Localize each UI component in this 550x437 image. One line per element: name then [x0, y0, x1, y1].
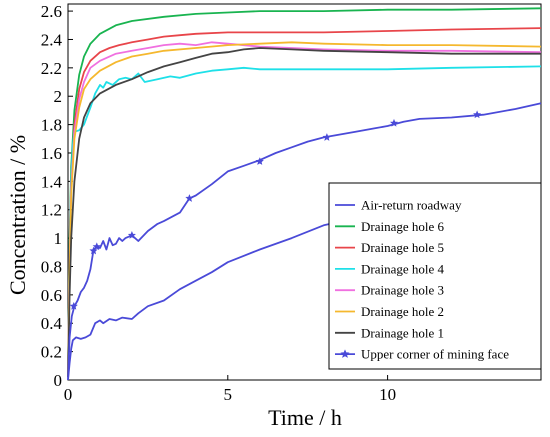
y-tick-label: 2.2 — [41, 59, 62, 78]
series-marker-upper-corner-of-mining-face — [473, 110, 482, 119]
y-tick-label: 1.6 — [41, 144, 62, 163]
y-axis-title: Concentration / % — [5, 135, 30, 295]
y-tick-label: 2.6 — [41, 2, 62, 21]
legend-label-air-return-roadway: Air-return roadway — [361, 198, 462, 213]
series-marker-upper-corner-of-mining-face — [322, 133, 331, 141]
series-line-upper-corner-of-mining-face — [67, 102, 542, 381]
series-line-drainage-hole-3 — [67, 41, 542, 378]
y-tick-label: 1.8 — [41, 116, 62, 135]
series-line-drainage-hole-6 — [67, 7, 542, 378]
x-tick-label: 10 — [379, 385, 396, 404]
legend-label-drainage-hole-2: Drainage hole 2 — [361, 304, 444, 319]
y-tick-label: 0.6 — [41, 286, 62, 305]
legend-box — [328, 182, 542, 370]
y-tick-label: 0.4 — [41, 314, 63, 333]
y-tick-label: 0.8 — [41, 257, 62, 276]
x-tick-label: 5 — [224, 385, 233, 404]
x-tick-label: 0 — [64, 385, 73, 404]
y-tick-label: 1 — [54, 229, 63, 248]
legend-marker-upper-corner-of-mining-face — [340, 349, 350, 358]
tick-labels: 0 0.2 0.4 0.6 0.8 1 1.2 1.4 1.6 1.8 2 2.2 2.4 2.6 0 5 10 — [41, 2, 396, 404]
series-line-drainage-hole-5 — [67, 27, 542, 378]
y-tick-label: 2 — [54, 87, 63, 106]
x-axis-title: Time / h — [268, 405, 342, 430]
series-marker-upper-corner-of-mining-face — [185, 194, 194, 202]
legend-label-drainage-hole-3: Drainage hole 3 — [361, 283, 444, 298]
y-tick-label: 0.2 — [41, 343, 62, 362]
series-marker-upper-corner-of-mining-face — [255, 157, 264, 165]
legend-label-drainage-hole-1: Drainage hole 1 — [361, 325, 444, 340]
y-tick-label: 2.4 — [41, 30, 63, 49]
y-tick-label: 1.2 — [41, 201, 62, 220]
legend-label-upper-corner-of-mining-face: Upper corner of mining face — [361, 347, 509, 362]
series-line-drainage-hole-2 — [67, 41, 542, 378]
series-marker-upper-corner-of-mining-face — [89, 246, 98, 255]
series-line-drainage-hole-4 — [67, 65, 542, 378]
y-tick-label: 0 — [54, 371, 63, 390]
series-marker-upper-corner-of-mining-face — [389, 118, 399, 127]
legend-label-drainage-hole-4: Drainage hole 4 — [361, 261, 445, 276]
series-marker-upper-corner-of-mining-face — [127, 231, 136, 239]
legend-label-drainage-hole-5: Drainage hole 5 — [361, 240, 444, 255]
legend-label-drainage-hole-6: Drainage hole 6 — [361, 219, 445, 234]
series-marker-upper-corner-of-mining-face — [92, 242, 101, 251]
y-tick-label: 1.4 — [41, 172, 63, 191]
series-layer — [67, 7, 542, 381]
series-line-drainage-hole-1 — [67, 47, 541, 378]
series-marker-upper-corner-of-mining-face — [69, 301, 78, 310]
legend: Air-return roadway Drainage hole 6 Drainag… — [328, 182, 542, 370]
